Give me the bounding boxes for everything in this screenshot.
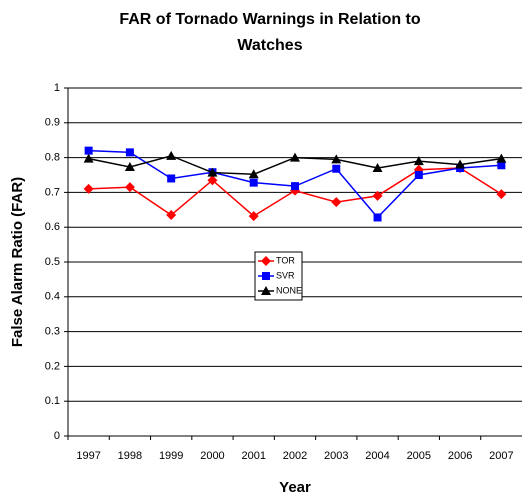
legend-label: NONE <box>276 285 302 295</box>
legend-marker <box>261 286 271 295</box>
x-tick-label: 2005 <box>407 450 431 462</box>
x-tick-label: 2007 <box>489 450 513 462</box>
y-tick-label: 0.6 <box>45 221 60 233</box>
marker <box>332 164 341 173</box>
marker <box>125 148 134 157</box>
y-tick-label: 0.8 <box>45 152 60 164</box>
y-tick-label: 1 <box>54 82 60 94</box>
marker <box>372 163 383 173</box>
legend-marker <box>261 256 271 266</box>
marker <box>496 189 507 200</box>
marker <box>290 152 300 162</box>
x-tick-label: 1999 <box>159 450 183 462</box>
marker <box>207 175 218 186</box>
marker <box>124 182 135 193</box>
marker <box>83 183 94 194</box>
y-tick-label: 0.5 <box>45 256 60 268</box>
y-tick-label: 0.2 <box>45 360 60 372</box>
x-tick-label: 2006 <box>448 450 472 462</box>
chart-title: FAR of Tornado Warnings in Relation to W… <box>119 11 421 54</box>
y-tick-label: 0.9 <box>45 117 60 129</box>
marker <box>373 213 382 222</box>
marker <box>124 161 135 171</box>
x-tick-label: 2004 <box>365 450 389 462</box>
marker <box>414 171 423 179</box>
legend-label: TOR <box>276 255 295 265</box>
marker <box>167 174 176 183</box>
marker <box>413 156 424 166</box>
x-tick-label: 2002 <box>283 450 307 462</box>
marker <box>331 154 342 164</box>
x-tick-label: 2003 <box>324 450 348 462</box>
marker <box>249 178 258 187</box>
marker <box>496 153 507 163</box>
legend-label: SVR <box>276 270 295 280</box>
y-tick-label: 0.4 <box>45 291 60 303</box>
marker <box>207 167 218 177</box>
x-tick-label: 1998 <box>118 450 142 462</box>
x-tick-label: 2000 <box>200 450 224 462</box>
y-tick-label: 0.1 <box>45 395 60 407</box>
marker <box>84 146 93 155</box>
marker <box>291 182 299 191</box>
marker <box>372 190 383 201</box>
y-axis-title: False Alarm Ratio (FAR) <box>9 177 26 347</box>
x-axis-title: Year <box>279 479 311 496</box>
y-tick-label: 0.3 <box>45 326 60 338</box>
marker <box>83 153 94 163</box>
legend-marker <box>262 272 270 280</box>
marker <box>331 197 342 208</box>
marker <box>248 211 259 222</box>
marker <box>497 161 506 170</box>
x-tick-label: 1997 <box>76 450 100 462</box>
marker <box>455 159 466 169</box>
y-tick-label: 0 <box>54 430 60 442</box>
marker <box>166 210 177 221</box>
x-tick-label: 2001 <box>241 450 265 462</box>
marker <box>166 150 177 160</box>
y-tick-label: 0.7 <box>45 186 60 198</box>
marker <box>248 169 259 179</box>
